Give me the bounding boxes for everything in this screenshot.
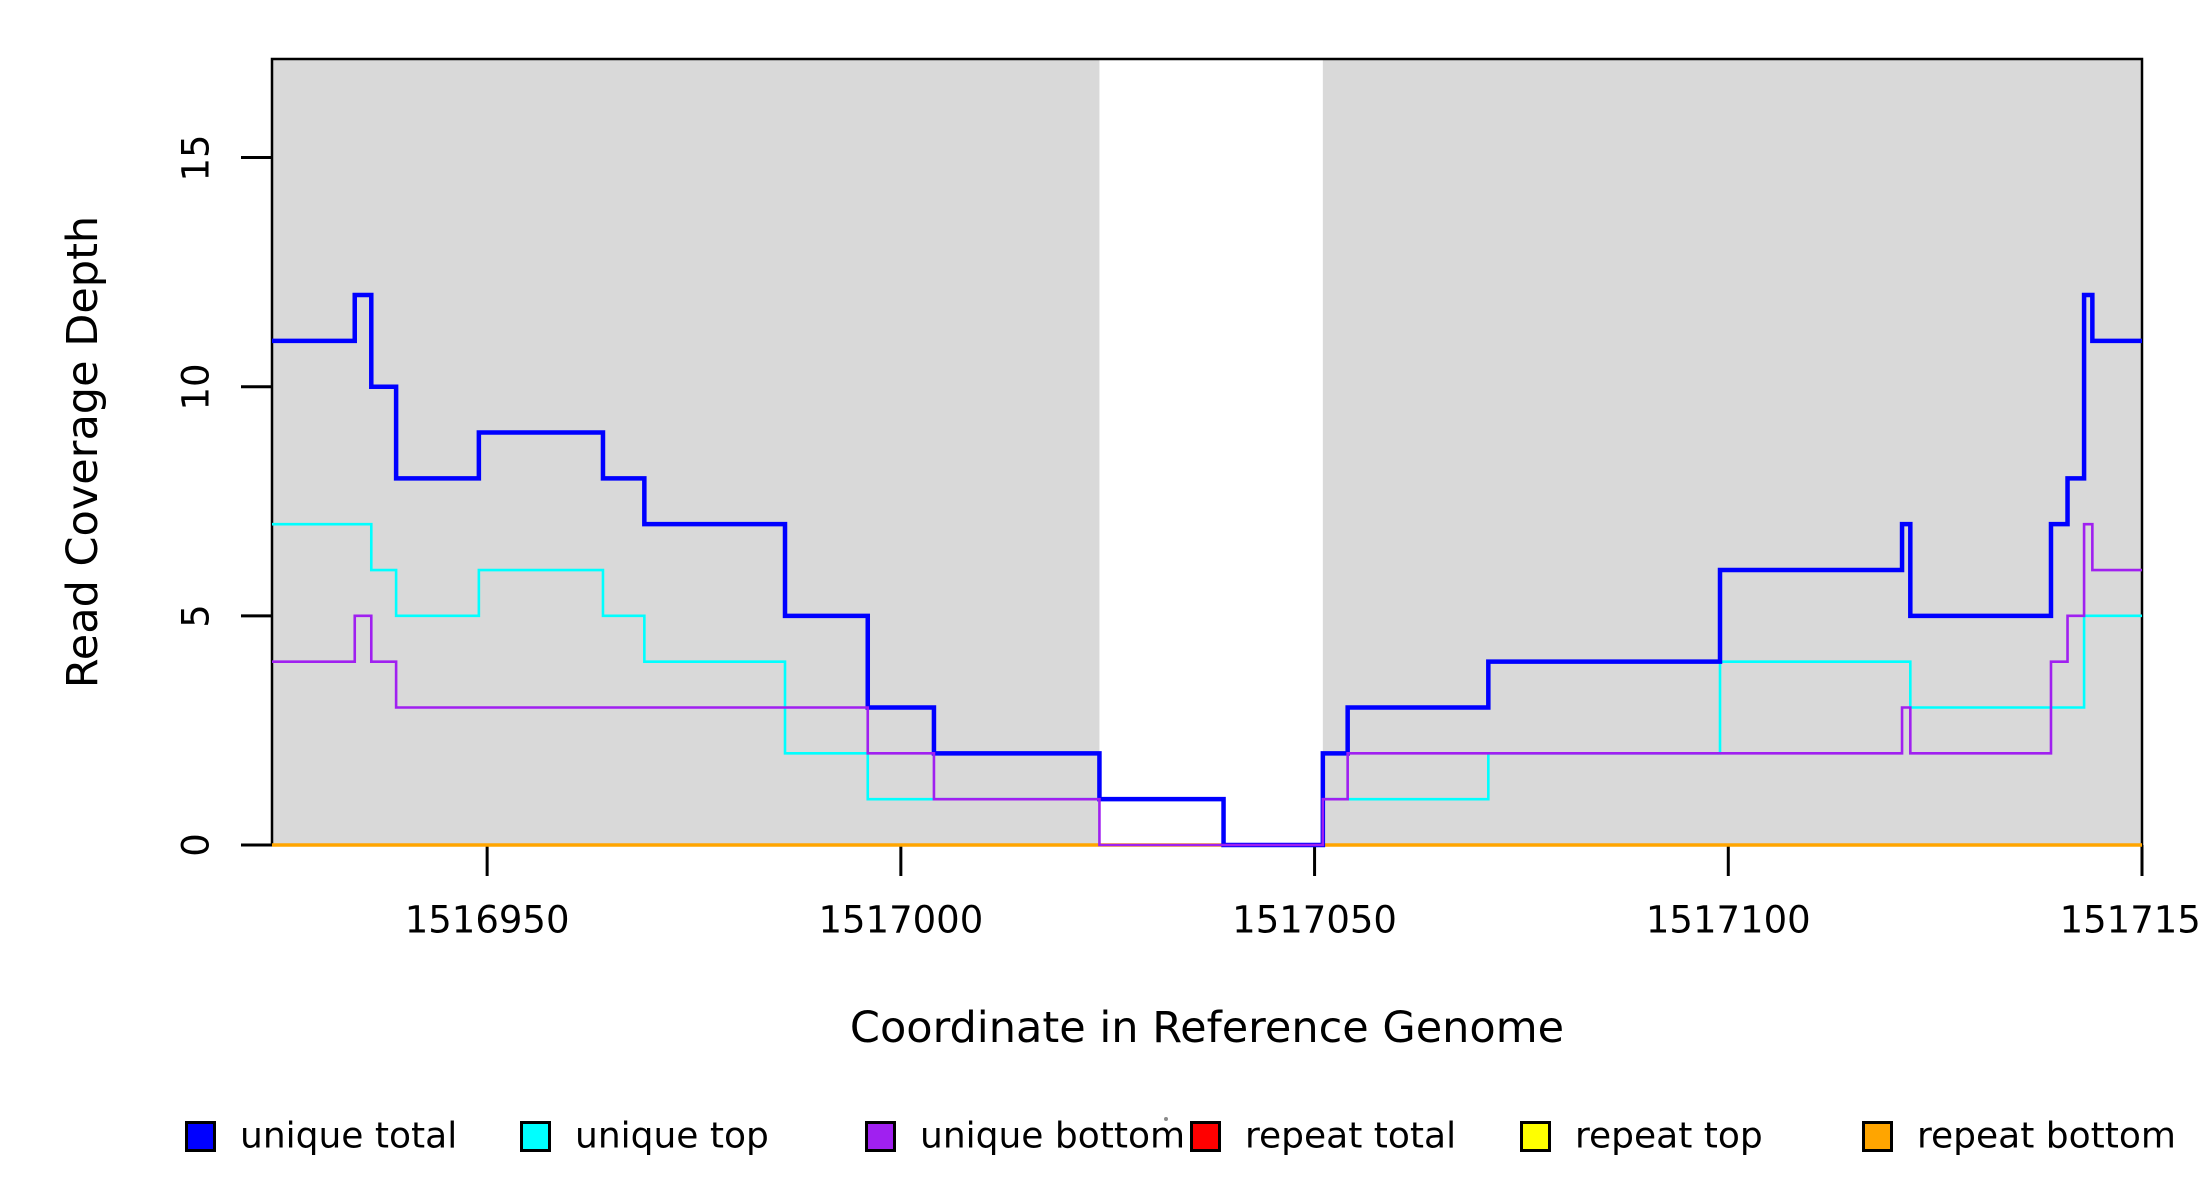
shaded-region-1: [1322, 59, 2142, 845]
y-axis-title: Read Coverage Depth: [58, 215, 108, 689]
legend-swatch-icon: [865, 1121, 896, 1152]
x-axis-title: Coordinate in Reference Genome: [849, 1003, 1565, 1053]
legend-swatch-icon: [185, 1121, 216, 1152]
shaded-region-0: [272, 59, 1100, 845]
legend-label: repeat top: [1575, 1115, 1763, 1157]
x-tick-label: 1516950: [404, 898, 570, 942]
series-line-unique-bottom: [272, 522, 2142, 847]
series-line-unique-total: [272, 292, 2142, 848]
legend-label: unique bottom: [920, 1115, 1186, 1157]
y-tick-label: 5: [174, 604, 218, 628]
x-tick-label: 1517050: [1232, 898, 1397, 942]
x-tick-label: 1517000: [818, 898, 984, 942]
y-tick-label: 0: [174, 833, 218, 857]
legend-swatch-icon: [520, 1121, 551, 1152]
x-tick-label: 1517100: [1645, 898, 1811, 942]
series-line-unique-top: [272, 522, 2142, 847]
legend-label: repeat bottom: [1917, 1115, 2176, 1157]
legend-label: unique top: [575, 1115, 769, 1157]
y-tick-label: 10: [174, 363, 218, 411]
legend-swatch-icon: [1520, 1121, 1551, 1152]
stray-dot: [1164, 1117, 1168, 1121]
legend-label: repeat total: [1245, 1115, 1457, 1157]
legend-swatch-icon: [1862, 1121, 1893, 1152]
legend-label: unique total: [240, 1115, 458, 1157]
y-tick-label: 15: [174, 133, 218, 182]
legend-swatch-icon: [1190, 1121, 1221, 1152]
